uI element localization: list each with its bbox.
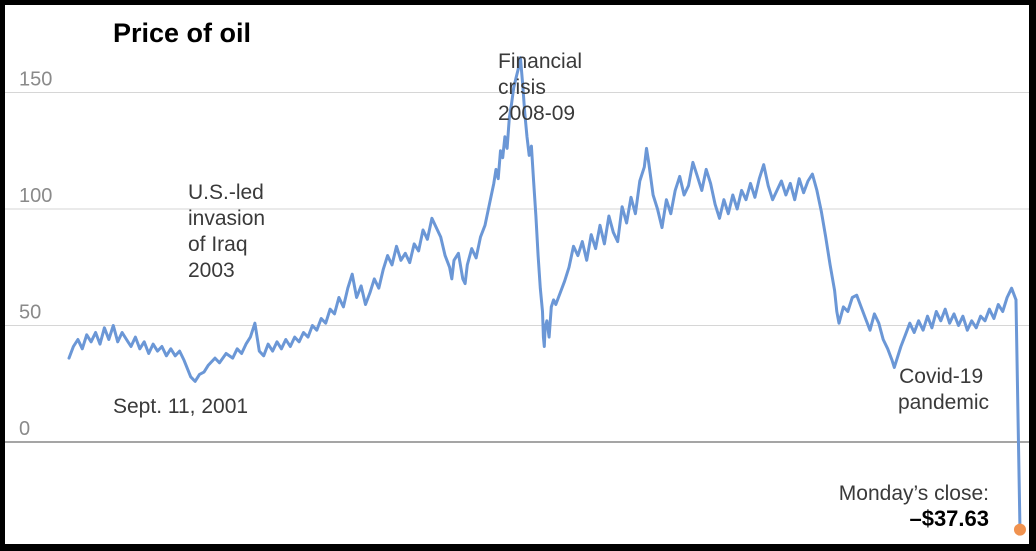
final-close-marker xyxy=(1013,523,1026,536)
y-axis-ticks: 150 100 50 0 xyxy=(19,69,52,441)
chart-card: 150 100 50 0 Price of oil Financial crisis … xyxy=(5,5,1029,544)
annotation-line: invasion xyxy=(188,207,265,230)
annotation-line: Financial xyxy=(498,50,582,73)
iraq-invasion-annotation: U.S.-led invasion of Iraq 2003 xyxy=(188,181,271,282)
final-drop-line xyxy=(1014,298,1022,532)
financial-crisis-annotation: Financial crisis 2008-09 xyxy=(498,50,588,125)
y-tick-label: 150 xyxy=(19,69,52,91)
annotation-line: Covid-19 xyxy=(899,365,983,388)
annotation-line: U.S.-led xyxy=(188,181,264,204)
oil-price-line xyxy=(67,56,1018,383)
sept-11-annotation: Sept. 11, 2001 xyxy=(113,395,248,418)
chart-title: Price of oil xyxy=(113,18,251,48)
y-tick-label: 50 xyxy=(19,302,41,324)
annotation-line: 2003 xyxy=(188,259,235,282)
y-tick-label: 100 xyxy=(19,185,52,207)
annotation-line: crisis xyxy=(498,76,546,99)
monday-close-label: Monday’s close: xyxy=(839,482,989,505)
y-tick-label: 0 xyxy=(19,418,30,440)
covid-annotation: Covid-19 pandemic xyxy=(898,365,989,414)
oil-price-chart: 150 100 50 0 Price of oil Financial crisis … xyxy=(5,18,1029,536)
annotation-line: of Iraq xyxy=(188,233,248,256)
grid xyxy=(5,92,1029,443)
monday-close-value: –$37.63 xyxy=(909,506,989,531)
annotation-line: 2008-09 xyxy=(498,102,575,125)
annotation-line: pandemic xyxy=(898,391,989,414)
